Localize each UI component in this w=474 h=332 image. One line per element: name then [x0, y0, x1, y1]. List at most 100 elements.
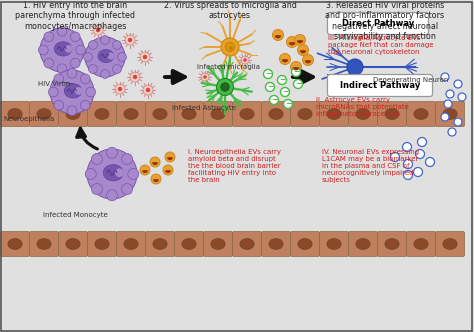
Circle shape	[107, 190, 118, 201]
Circle shape	[40, 28, 84, 72]
FancyBboxPatch shape	[319, 231, 348, 257]
Circle shape	[292, 67, 301, 76]
Text: −: −	[285, 100, 291, 109]
Circle shape	[229, 46, 233, 50]
Circle shape	[81, 100, 90, 110]
FancyBboxPatch shape	[58, 231, 88, 257]
Circle shape	[81, 74, 90, 84]
Text: Indirect Pathway: Indirect Pathway	[340, 81, 420, 90]
Ellipse shape	[8, 109, 22, 120]
Circle shape	[293, 79, 302, 89]
Ellipse shape	[356, 109, 370, 120]
Text: −: −	[282, 88, 288, 97]
FancyBboxPatch shape	[348, 231, 377, 257]
Ellipse shape	[64, 84, 82, 98]
FancyBboxPatch shape	[117, 231, 146, 257]
Text: Infected microglia: Infected microglia	[197, 64, 260, 70]
FancyBboxPatch shape	[291, 231, 319, 257]
Circle shape	[57, 27, 67, 36]
Ellipse shape	[298, 238, 312, 250]
Ellipse shape	[240, 109, 254, 120]
Ellipse shape	[269, 109, 283, 120]
Ellipse shape	[37, 109, 51, 120]
Text: Direct Pathway: Direct Pathway	[342, 19, 414, 28]
Circle shape	[85, 37, 125, 77]
FancyBboxPatch shape	[174, 231, 203, 257]
Circle shape	[96, 28, 100, 32]
FancyBboxPatch shape	[319, 102, 348, 126]
Circle shape	[50, 70, 94, 114]
Circle shape	[418, 137, 427, 146]
FancyBboxPatch shape	[29, 231, 58, 257]
Circle shape	[283, 100, 292, 109]
Circle shape	[85, 169, 96, 180]
Circle shape	[89, 41, 97, 49]
Ellipse shape	[8, 238, 22, 250]
Circle shape	[151, 174, 161, 184]
Circle shape	[67, 106, 77, 116]
Circle shape	[277, 75, 286, 85]
Ellipse shape	[356, 238, 370, 250]
Text: Infected Astrocyte: Infected Astrocyte	[172, 105, 236, 111]
Circle shape	[163, 165, 173, 175]
Text: −: −	[279, 75, 285, 85]
FancyBboxPatch shape	[291, 102, 319, 126]
Circle shape	[128, 169, 139, 180]
Ellipse shape	[153, 109, 167, 120]
FancyBboxPatch shape	[58, 102, 88, 126]
Ellipse shape	[443, 109, 457, 120]
Circle shape	[118, 87, 122, 91]
FancyBboxPatch shape	[436, 231, 465, 257]
Circle shape	[226, 42, 235, 51]
FancyBboxPatch shape	[348, 102, 377, 126]
Wedge shape	[152, 162, 158, 165]
Ellipse shape	[65, 45, 73, 53]
Ellipse shape	[66, 109, 80, 120]
Circle shape	[347, 59, 363, 75]
Circle shape	[128, 38, 132, 42]
Ellipse shape	[95, 238, 109, 250]
Text: Neuroepithelia: Neuroepithelia	[3, 116, 55, 122]
Ellipse shape	[385, 109, 399, 120]
Circle shape	[44, 58, 54, 68]
Circle shape	[76, 45, 85, 55]
FancyBboxPatch shape	[203, 102, 233, 126]
Circle shape	[302, 54, 313, 65]
Circle shape	[298, 44, 309, 55]
Circle shape	[265, 82, 274, 92]
FancyBboxPatch shape	[407, 231, 436, 257]
Circle shape	[286, 37, 298, 47]
Circle shape	[130, 72, 140, 82]
Ellipse shape	[327, 109, 341, 120]
FancyBboxPatch shape	[0, 231, 29, 257]
Text: II. Astrocye EVs carry
microRNAs that potentiate
inflammatory processes: II. Astrocye EVs carry microRNAs that po…	[316, 97, 409, 117]
Ellipse shape	[108, 52, 115, 59]
Text: HIV Viron: HIV Viron	[38, 81, 70, 87]
Ellipse shape	[240, 238, 254, 250]
Circle shape	[270, 96, 279, 105]
Circle shape	[281, 88, 290, 97]
Circle shape	[70, 58, 80, 68]
FancyBboxPatch shape	[436, 102, 465, 126]
Circle shape	[125, 35, 135, 45]
FancyBboxPatch shape	[233, 231, 262, 257]
Circle shape	[458, 93, 466, 101]
Text: 1. HIV entry into the brain
parenchyma through infected
monocytes/macrophages: 1. HIV entry into the brain parenchyma t…	[15, 1, 135, 31]
Wedge shape	[297, 40, 303, 43]
Circle shape	[113, 41, 121, 49]
Ellipse shape	[103, 165, 123, 181]
Circle shape	[143, 55, 147, 59]
FancyBboxPatch shape	[88, 102, 117, 126]
FancyBboxPatch shape	[146, 102, 174, 126]
FancyBboxPatch shape	[233, 102, 262, 126]
Circle shape	[91, 153, 102, 164]
Wedge shape	[300, 50, 306, 53]
Circle shape	[89, 65, 97, 73]
Circle shape	[38, 45, 48, 55]
Circle shape	[44, 32, 54, 42]
Text: 2. Virus spreads to microglia and
astrocytes: 2. Virus spreads to microglia and astroc…	[164, 1, 296, 20]
Ellipse shape	[269, 238, 283, 250]
Ellipse shape	[182, 238, 196, 250]
Text: −: −	[265, 69, 271, 78]
FancyBboxPatch shape	[377, 231, 407, 257]
